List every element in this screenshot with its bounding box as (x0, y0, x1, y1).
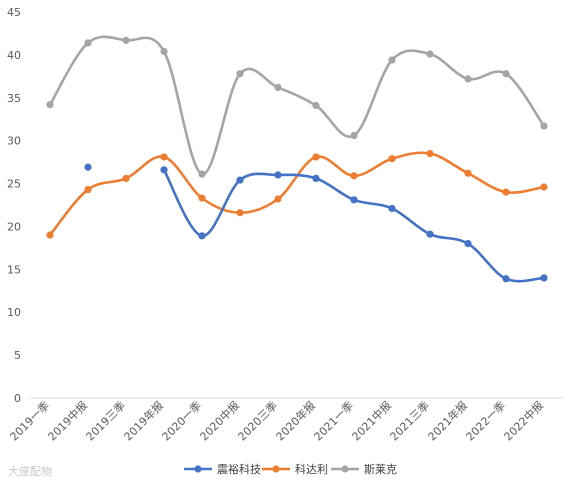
y-tick-label: 15 (7, 263, 21, 276)
series-3 (46, 35, 548, 178)
data-point (540, 122, 548, 130)
x-tick-label: 2020中报 (197, 398, 242, 443)
data-point (312, 174, 320, 183)
data-point (388, 204, 396, 213)
data-point (160, 47, 168, 56)
data-point (312, 101, 320, 110)
data-point (122, 174, 130, 183)
y-tick-label: 20 (7, 220, 21, 233)
x-tick-label: 2021中报 (349, 398, 394, 443)
x-tick-label: 2022中报 (501, 398, 546, 443)
data-point (84, 185, 92, 194)
legend: 震裕科技 科达利 斯莱克 (184, 462, 397, 476)
x-tick-label: 2019年报 (121, 398, 166, 443)
y-tick-label: 35 (7, 92, 21, 105)
legend-label: 科达利 (295, 462, 328, 476)
data-point (274, 83, 282, 92)
data-point (426, 149, 434, 158)
series-1 (84, 163, 548, 283)
x-tick-label: 2022一季 (464, 399, 509, 444)
data-point (540, 183, 548, 191)
series-layer (46, 35, 548, 283)
data-point (464, 75, 472, 83)
data-point (160, 166, 168, 174)
data-point (46, 231, 54, 239)
legend-swatch-marker (194, 465, 202, 473)
data-point (84, 163, 92, 171)
x-tick-label: 2020年报 (273, 398, 318, 443)
data-point (502, 70, 510, 78)
data-point (350, 131, 358, 140)
data-point (122, 36, 130, 44)
data-point (274, 195, 282, 203)
data-point (236, 70, 244, 78)
y-tick-label: 40 (7, 49, 21, 62)
data-point (160, 153, 168, 161)
legend-label: 斯莱克 (364, 463, 397, 476)
data-point (84, 39, 92, 47)
watermark: 大座配物 (8, 465, 52, 478)
x-tick-label: 2020三季 (236, 399, 281, 444)
data-point (236, 176, 244, 184)
data-point (274, 171, 282, 179)
x-tick-label: 2021三季 (388, 399, 433, 444)
y-tick-label: 10 (7, 306, 21, 319)
data-point (198, 170, 206, 178)
y-tick-label: 0 (14, 392, 21, 405)
x-tick-label: 2019中报 (45, 398, 90, 443)
series-line (162, 168, 546, 283)
data-point (198, 194, 206, 202)
x-tick-label: 2019一季 (8, 399, 53, 444)
y-tick-label: 45 (7, 6, 21, 19)
x-tick-label: 2020一季 (160, 399, 205, 444)
axes: 0 5 10 15 20 25 30 35 40 45 2019一季2019中报2019三季2019… (7, 6, 563, 443)
data-point (464, 169, 472, 177)
y-tick-label: 30 (7, 135, 21, 148)
data-point (46, 101, 54, 109)
x-tick-label: 2019三季 (84, 399, 129, 444)
y-tick-label: 25 (7, 178, 21, 191)
data-point (464, 240, 472, 248)
data-point (426, 50, 434, 58)
legend-swatch-marker (272, 465, 280, 473)
data-point (312, 153, 320, 161)
data-point (540, 274, 548, 282)
data-point (502, 275, 510, 283)
series-line (48, 35, 546, 176)
series-2 (46, 149, 548, 239)
data-point (426, 230, 434, 238)
legend-swatch-marker (341, 465, 349, 473)
data-point (502, 188, 510, 196)
data-point (350, 172, 358, 180)
series-line (48, 151, 546, 237)
x-tick-label: 2021年报 (425, 398, 470, 443)
data-point (350, 196, 358, 204)
x-tick-label: 2021一季 (312, 399, 357, 444)
data-point (236, 209, 244, 217)
data-point (198, 232, 206, 240)
data-point (388, 155, 396, 163)
y-tick-label: 5 (14, 349, 21, 362)
data-point (388, 56, 396, 64)
legend-label: 震裕科技 (217, 462, 261, 476)
